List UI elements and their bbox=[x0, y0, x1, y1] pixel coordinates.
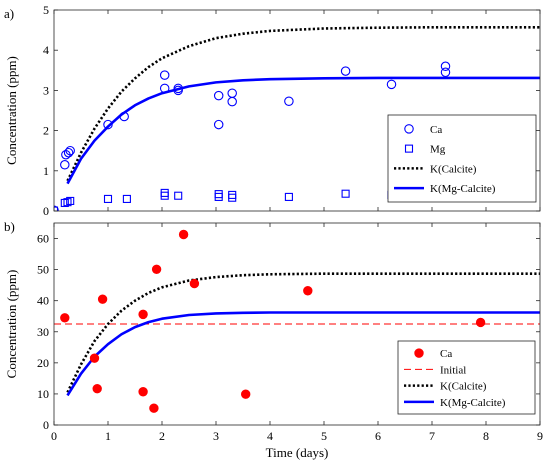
data-point-ca bbox=[213, 119, 224, 130]
legend-label: Ca bbox=[440, 348, 452, 360]
y-tick-label: 60 bbox=[37, 232, 49, 246]
series-layer bbox=[54, 25, 540, 211]
series-line-k-mg-calcite- bbox=[66, 76, 540, 185]
data-point-ca bbox=[303, 286, 313, 296]
legend-label: Ca bbox=[430, 124, 442, 136]
y-tick-label: 0 bbox=[43, 204, 49, 218]
legend-marker-ca bbox=[414, 348, 424, 358]
y-tick-label: 2 bbox=[43, 124, 49, 138]
series-layer bbox=[54, 229, 540, 413]
panel-label: b) bbox=[4, 219, 15, 234]
y-tick-label: 40 bbox=[37, 294, 49, 308]
y-tick-label: 50 bbox=[37, 263, 49, 277]
legend-label: K(Mg-Calcite) bbox=[440, 397, 506, 409]
data-point-ca bbox=[138, 387, 148, 397]
legend-label: K(Calcite) bbox=[430, 163, 477, 175]
x-tick-label: 4 bbox=[267, 429, 273, 443]
x-tick-label: 2 bbox=[159, 429, 165, 443]
series-line-k-calcite- bbox=[66, 272, 540, 393]
y-tick-label: 10 bbox=[37, 387, 49, 401]
data-point-ca bbox=[60, 160, 70, 170]
panel-label: a) bbox=[4, 6, 14, 21]
data-point-mg bbox=[214, 192, 223, 201]
data-point-ca bbox=[227, 96, 237, 107]
data-point-ca bbox=[189, 278, 200, 289]
axes-box bbox=[53, 9, 541, 212]
data-point-mg bbox=[103, 194, 113, 203]
data-point-mg bbox=[160, 191, 169, 200]
chart-panel-1: 0 1 2 3 4 5 a) Concentration (ppm) Ca Mg K(Calcite… bbox=[4, 3, 541, 218]
data-point-ca bbox=[159, 70, 170, 80]
data-point-ca bbox=[213, 90, 224, 101]
data-point-ca bbox=[63, 147, 74, 158]
x-tick-label: 1 bbox=[105, 429, 111, 443]
data-point-ca bbox=[149, 403, 159, 413]
legend-label: K(Mg-Calcite) bbox=[430, 183, 496, 195]
y-tick-label: 5 bbox=[43, 3, 49, 17]
data-point-ca bbox=[92, 383, 102, 394]
data-point-ca bbox=[284, 96, 294, 107]
data-point-mg bbox=[60, 198, 69, 208]
data-point-ca bbox=[241, 389, 251, 399]
x-tick-label: 3 bbox=[213, 429, 219, 443]
legend-label: Mg bbox=[430, 144, 446, 156]
data-point-ca bbox=[475, 317, 486, 328]
data-point-ca bbox=[89, 353, 100, 363]
x-tick-label: 6 bbox=[375, 429, 381, 443]
data-point-mg bbox=[284, 192, 293, 201]
x-tick-label: 8 bbox=[483, 429, 489, 443]
data-point-ca bbox=[440, 67, 451, 78]
data-point-ca bbox=[60, 313, 70, 323]
x-tick-label: 0 bbox=[51, 429, 57, 443]
data-point-ca bbox=[440, 61, 451, 72]
legend-marker-ca bbox=[404, 124, 414, 134]
data-point-mg bbox=[54, 206, 59, 211]
data-point-mg bbox=[341, 189, 350, 198]
axes-box bbox=[53, 222, 541, 426]
data-point-ca bbox=[173, 85, 183, 96]
x-tick-label: 9 bbox=[537, 429, 543, 443]
data-point-ca bbox=[386, 79, 397, 90]
data-point-mg bbox=[122, 194, 131, 203]
series-line-k-calcite- bbox=[66, 25, 540, 182]
data-point-mg bbox=[66, 196, 75, 205]
legend-label: K(Calcite) bbox=[440, 381, 487, 393]
data-point-ca bbox=[151, 264, 162, 275]
x-tick-label: 5 bbox=[321, 429, 327, 443]
data-point-ca bbox=[103, 119, 113, 130]
data-point-ca bbox=[65, 145, 75, 156]
data-point-ca bbox=[178, 229, 189, 240]
legend: Ca Initial K(Calcite) K(Mg-Calcite) bbox=[397, 340, 536, 415]
y-tick-label: 3 bbox=[43, 83, 49, 97]
y-axis-label: Concentration (ppm) bbox=[4, 270, 19, 379]
y-tick-label: 0 bbox=[43, 418, 49, 432]
data-point-mg bbox=[228, 193, 237, 202]
data-point-mg bbox=[63, 198, 72, 207]
legend: Ca Mg K(Calcite) K(Mg-Calcite) bbox=[387, 114, 537, 203]
x-axis-label: Time (days) bbox=[266, 445, 329, 460]
y-tick-label: 4 bbox=[43, 43, 49, 57]
data-point-mg bbox=[174, 191, 183, 200]
data-point-ca bbox=[97, 294, 108, 304]
data-point-ca bbox=[159, 83, 170, 94]
y-tick-label: 1 bbox=[43, 164, 49, 178]
legend-marker-mg bbox=[404, 144, 414, 153]
data-point-ca bbox=[119, 111, 129, 122]
legend-label: Initial bbox=[440, 364, 466, 376]
y-tick-label: 30 bbox=[37, 325, 49, 339]
chart-panel-2: 0 1 2 3 4 5 6 7 8 9 0 10 20 30 40 50 60 b) Concentration (… bbox=[4, 219, 543, 460]
data-point-ca bbox=[54, 205, 59, 211]
y-axis-label: Concentration (ppm) bbox=[4, 56, 19, 165]
data-point-ca bbox=[340, 66, 351, 76]
x-tick-label: 7 bbox=[429, 429, 435, 443]
y-tick-label: 20 bbox=[37, 356, 49, 370]
data-point-ca bbox=[138, 309, 148, 320]
